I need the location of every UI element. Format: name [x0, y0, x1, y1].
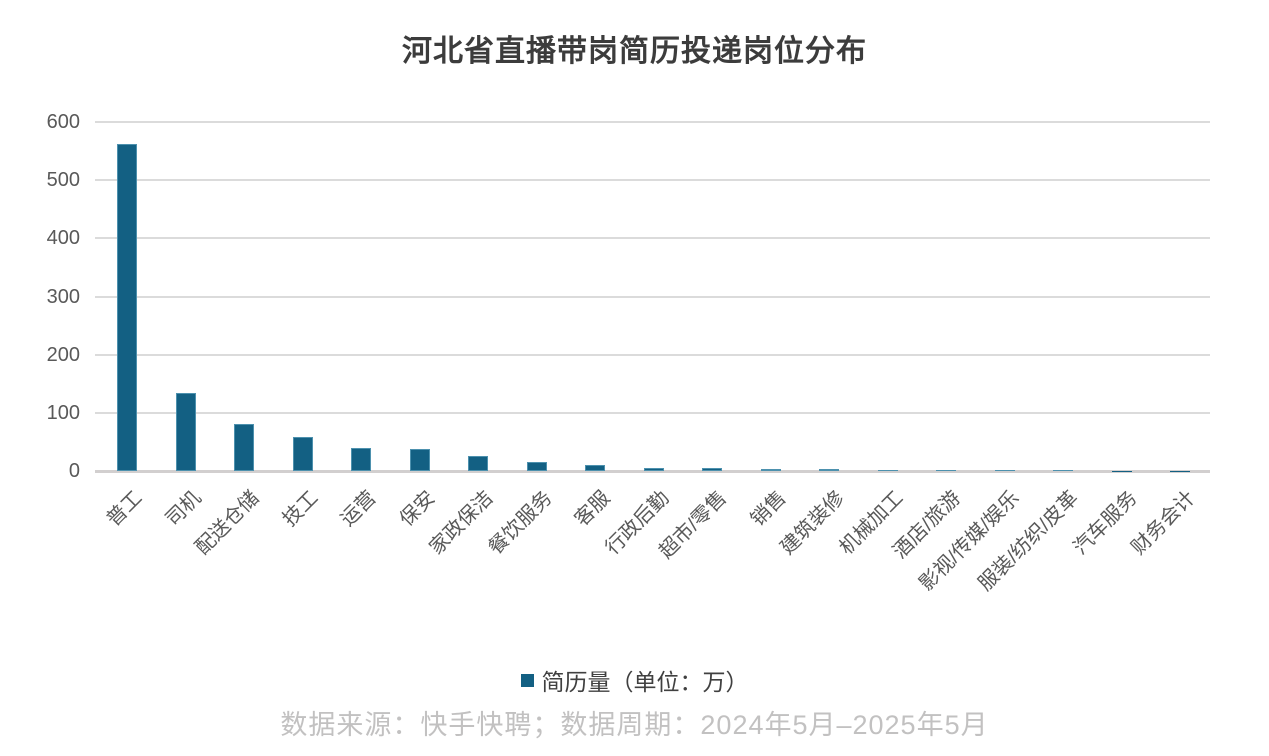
y-tick-label: 300 [46, 285, 80, 308]
legend: 简历量（单位：万） [0, 663, 1269, 697]
bar [409, 449, 430, 471]
bar [994, 469, 1015, 471]
bar [877, 469, 898, 471]
x-tick-label: 家政保洁 [425, 487, 498, 560]
x-axis: 普工 司机 配送仓储 技工 运营 保安 家政保洁 餐饮服务 客服 行政后勤 超市/零售 销售 建筑装修机… [95, 471, 1210, 651]
y-tick-label: 600 [46, 111, 80, 133]
bar [292, 436, 313, 471]
bar [819, 469, 839, 471]
bar [585, 465, 605, 471]
x-tick-label: 汽车服务 [1068, 487, 1142, 560]
bar [117, 144, 137, 471]
source-note: 数据来源：快手快聘；数据周期：2024年5月–2025年5月 [280, 710, 989, 740]
bar [234, 424, 254, 471]
gridline [95, 179, 1210, 182]
x-tick-label: 保安 [395, 487, 440, 531]
y-tick-label: 400 [46, 227, 80, 250]
x-tick-label: 客服 [570, 487, 615, 531]
x-tick-label: 普工 [102, 487, 147, 531]
legend-label: 简历量（单位：万） [541, 669, 749, 695]
gridline [95, 237, 1210, 240]
gridline [95, 295, 1210, 298]
x-tick-label: 财务会计 [1127, 487, 1200, 560]
bar [936, 469, 956, 471]
x-tick-label: 餐饮服务 [483, 487, 557, 560]
bar [175, 393, 196, 471]
legend-marker-icon [520, 673, 534, 687]
y-tick-label: 500 [46, 169, 80, 192]
x-tick-label: 司机 [161, 487, 206, 531]
x-tick-label: 技工 [278, 487, 323, 531]
bar [1053, 470, 1073, 471]
bar [760, 468, 781, 471]
chart-title: 河北省直播带岗简历投递岗位分布 [402, 35, 867, 68]
bar [526, 461, 547, 471]
bar [351, 448, 371, 471]
x-tick-label: 运营 [336, 487, 381, 531]
bar [468, 455, 488, 471]
x-tick-label: 配送仓储 [191, 487, 264, 560]
bar [643, 467, 664, 471]
x-tick-label: 销售 [746, 487, 791, 531]
y-tick-label: 200 [46, 343, 80, 366]
gridline [95, 411, 1210, 414]
x-axis-line [95, 470, 1210, 473]
y-tick-label: 0 [68, 460, 80, 482]
gridline [95, 353, 1210, 356]
gridline [95, 121, 1210, 123]
y-tick-label: 100 [46, 401, 80, 424]
x-tick-label: 建筑装修 [776, 487, 849, 560]
bar [702, 468, 722, 471]
plot-area [95, 121, 1210, 473]
y-axis: 0 100 200 300 400 500 600 [18, 112, 80, 481]
